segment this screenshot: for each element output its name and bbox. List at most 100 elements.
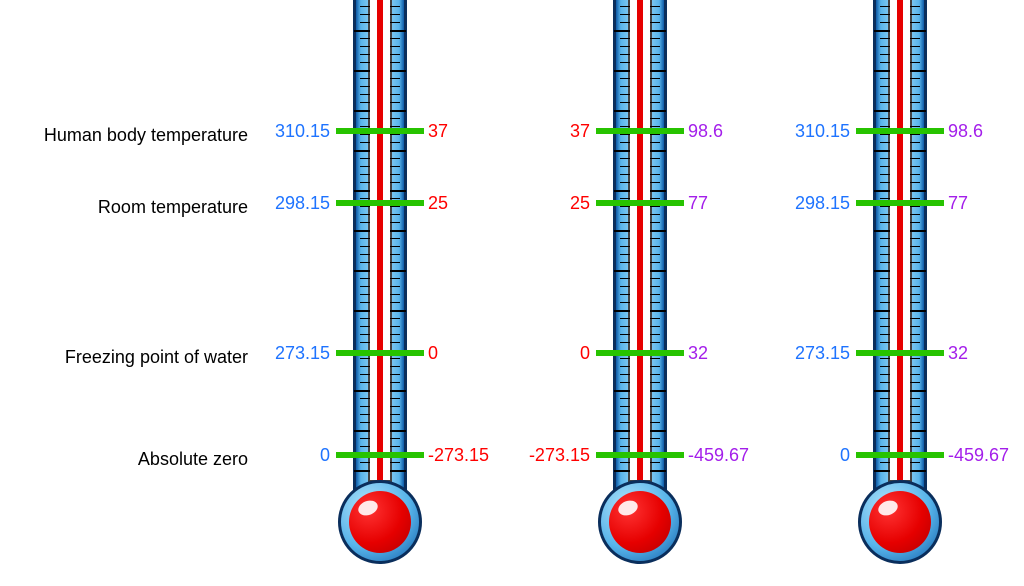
tick bbox=[390, 126, 400, 127]
tick bbox=[620, 14, 630, 15]
tick bbox=[650, 254, 660, 255]
tick bbox=[390, 78, 400, 79]
tick bbox=[390, 406, 400, 407]
value-right-body: 37 bbox=[428, 121, 508, 142]
tick bbox=[360, 102, 370, 103]
tick bbox=[390, 118, 400, 119]
tick bbox=[360, 134, 370, 135]
tick bbox=[910, 190, 926, 192]
tick bbox=[880, 302, 890, 303]
tick bbox=[390, 254, 400, 255]
tick bbox=[650, 118, 660, 119]
tick bbox=[910, 198, 920, 199]
tick bbox=[390, 182, 400, 183]
tick bbox=[360, 6, 370, 7]
tick bbox=[650, 14, 660, 15]
tick bbox=[880, 166, 890, 167]
marker-zero bbox=[856, 452, 944, 458]
tick bbox=[620, 334, 630, 335]
tick bbox=[620, 158, 630, 159]
tick bbox=[360, 94, 370, 95]
tick bbox=[910, 230, 926, 232]
tick bbox=[620, 142, 630, 143]
tick bbox=[910, 134, 920, 135]
value-left-room: 25 bbox=[510, 193, 590, 214]
tick bbox=[910, 246, 920, 247]
tick bbox=[360, 422, 370, 423]
tick bbox=[620, 406, 630, 407]
tick bbox=[390, 262, 400, 263]
tick bbox=[910, 158, 920, 159]
tick bbox=[620, 126, 630, 127]
tick bbox=[390, 446, 400, 447]
tick bbox=[910, 150, 926, 152]
tick bbox=[620, 262, 630, 263]
tick bbox=[910, 446, 920, 447]
tick bbox=[650, 342, 660, 343]
tick bbox=[880, 334, 890, 335]
tick bbox=[910, 30, 926, 32]
value-right-freeze: 0 bbox=[428, 343, 508, 364]
tick bbox=[620, 446, 630, 447]
tick bbox=[620, 22, 630, 23]
tick bbox=[650, 46, 660, 47]
value-right-body: 98.6 bbox=[688, 121, 768, 142]
tick bbox=[880, 446, 890, 447]
tick bbox=[620, 46, 630, 47]
tick bbox=[390, 318, 400, 319]
tick bbox=[620, 94, 630, 95]
tick bbox=[910, 262, 920, 263]
tick bbox=[390, 198, 400, 199]
tick bbox=[874, 150, 890, 152]
tick bbox=[650, 326, 660, 327]
tick bbox=[650, 318, 660, 319]
tick bbox=[910, 166, 920, 167]
tick bbox=[874, 390, 890, 392]
tick bbox=[880, 382, 890, 383]
tick bbox=[360, 406, 370, 407]
tick bbox=[614, 110, 630, 112]
tick bbox=[390, 46, 400, 47]
tick bbox=[650, 182, 660, 183]
tick bbox=[910, 70, 926, 72]
tick bbox=[360, 142, 370, 143]
tick bbox=[880, 94, 890, 95]
tick bbox=[360, 126, 370, 127]
bulb-mercury bbox=[609, 491, 671, 553]
tick bbox=[910, 118, 920, 119]
tick bbox=[880, 38, 890, 39]
tick bbox=[650, 470, 666, 472]
tick bbox=[910, 438, 920, 439]
tick bbox=[650, 174, 660, 175]
tick bbox=[910, 398, 920, 399]
tick bbox=[390, 142, 400, 143]
tick bbox=[390, 414, 400, 415]
tick bbox=[880, 358, 890, 359]
tick bbox=[620, 166, 630, 167]
tick bbox=[360, 278, 370, 279]
tick bbox=[650, 366, 660, 367]
tick bbox=[650, 198, 660, 199]
tick bbox=[620, 198, 630, 199]
tick bbox=[354, 310, 370, 312]
tick bbox=[620, 238, 630, 239]
tick bbox=[620, 366, 630, 367]
tick bbox=[874, 30, 890, 32]
tick bbox=[390, 102, 400, 103]
value-right-room: 77 bbox=[688, 193, 768, 214]
tick bbox=[360, 302, 370, 303]
tick bbox=[880, 238, 890, 239]
tick bbox=[620, 278, 630, 279]
tick bbox=[880, 142, 890, 143]
tick bbox=[360, 342, 370, 343]
tick bbox=[390, 70, 406, 72]
tick bbox=[650, 278, 660, 279]
tick bbox=[650, 102, 660, 103]
value-left-room: 298.15 bbox=[250, 193, 330, 214]
tick bbox=[880, 126, 890, 127]
tick bbox=[620, 206, 630, 207]
tick bbox=[650, 262, 660, 263]
tick bbox=[880, 158, 890, 159]
tick bbox=[880, 182, 890, 183]
tick bbox=[874, 470, 890, 472]
